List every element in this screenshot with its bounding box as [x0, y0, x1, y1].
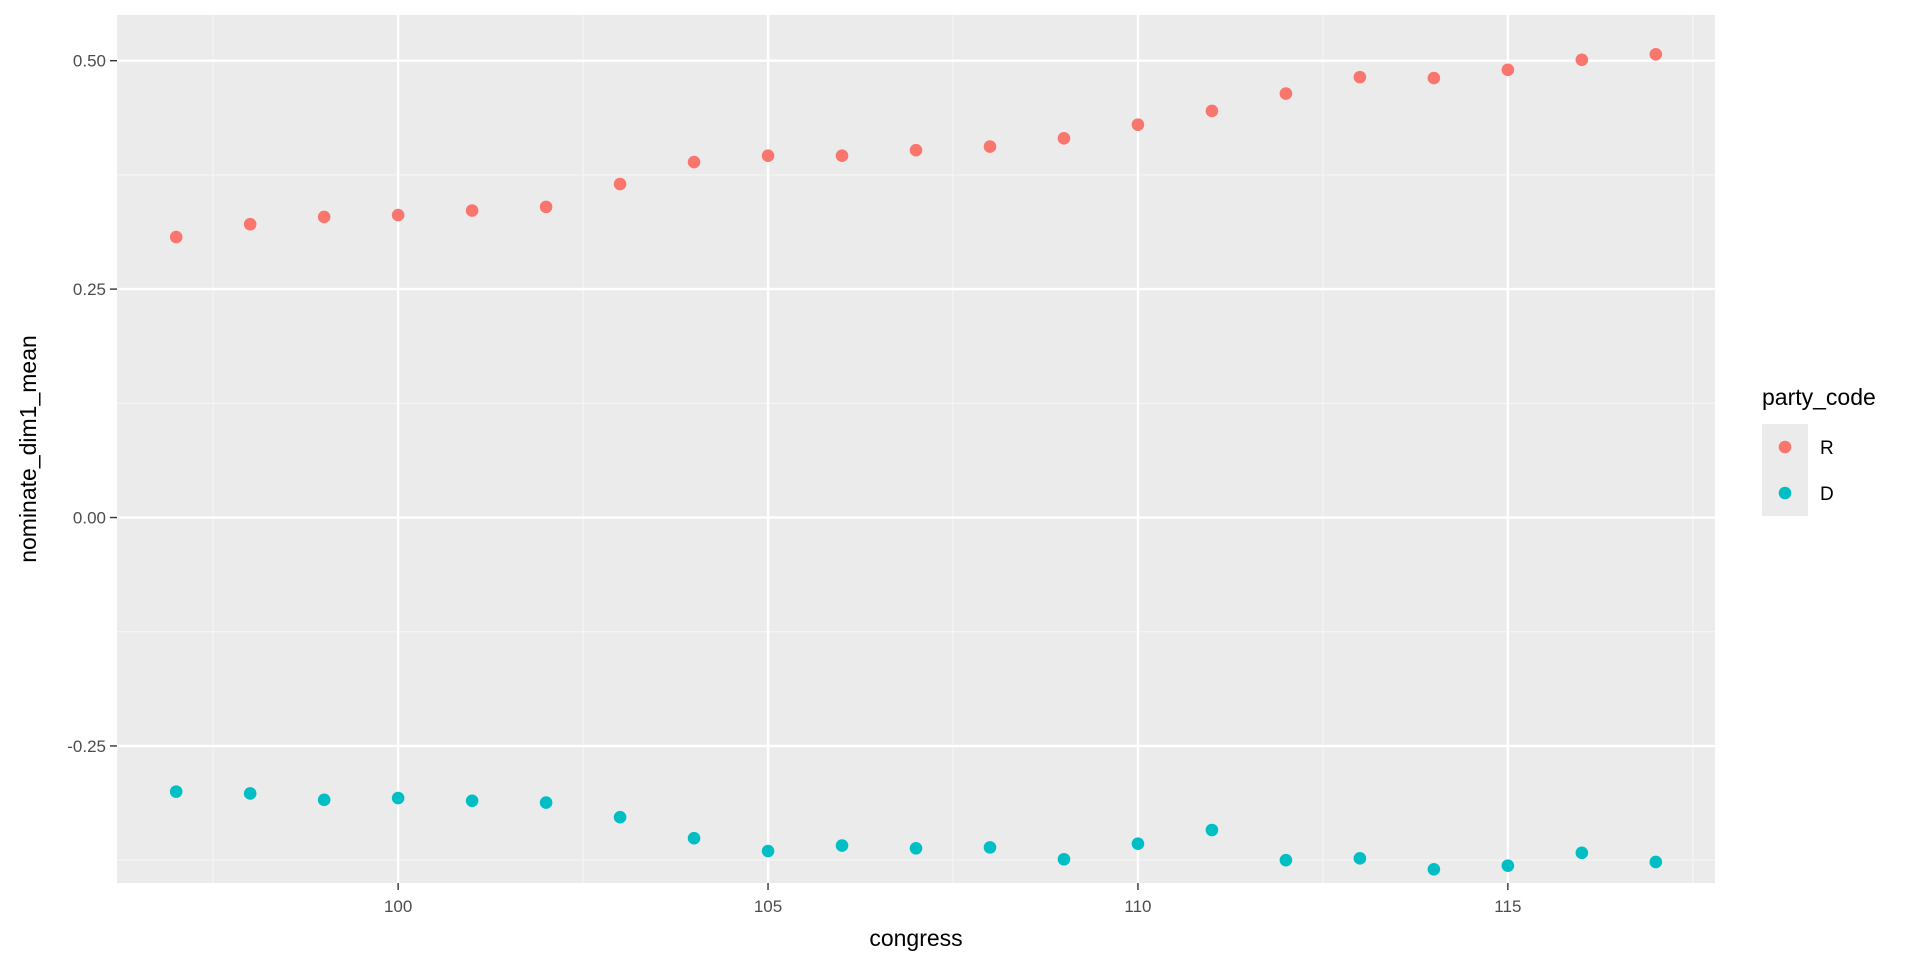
x-axis-ticks: 100 105 110 115	[384, 883, 1521, 916]
data-point-r	[983, 140, 997, 153]
data-point-d	[613, 810, 627, 824]
legend-label-r: R	[1820, 438, 1834, 459]
y-tick-label: 0.50	[73, 52, 106, 71]
data-point-d	[465, 794, 479, 808]
data-point-d	[317, 793, 331, 807]
data-point-r	[761, 149, 775, 163]
data-points	[169, 47, 1663, 876]
data-point-d	[169, 785, 183, 798]
data-point-r	[169, 230, 183, 244]
data-point-d	[1279, 853, 1293, 867]
legend-label-d: D	[1820, 484, 1834, 505]
data-point-r	[909, 143, 923, 157]
data-point-d	[687, 831, 701, 845]
legend-key-background	[1762, 424, 1808, 516]
x-tick-label: 100	[384, 897, 412, 916]
data-point-r	[1057, 132, 1071, 145]
data-point-d	[1649, 855, 1663, 869]
data-point-d	[1057, 852, 1071, 866]
data-point-r	[1575, 53, 1589, 67]
data-point-r	[1205, 104, 1219, 118]
y-axis-title: nominate_dim1_mean	[15, 335, 41, 563]
data-point-d	[1427, 862, 1441, 876]
data-point-r	[1649, 47, 1663, 61]
data-point-r	[1279, 87, 1293, 100]
y-tick-label: -0.25	[67, 737, 106, 756]
legend-key-r	[1778, 440, 1792, 454]
minor-gridlines	[117, 15, 1715, 883]
x-tick-label: 105	[754, 897, 782, 916]
data-point-d	[391, 791, 405, 805]
x-tick-label: 115	[1494, 897, 1521, 916]
data-point-d	[761, 844, 775, 858]
data-point-d	[909, 841, 923, 855]
data-point-r	[1353, 70, 1367, 84]
data-point-r	[391, 208, 405, 222]
data-point-r	[1427, 71, 1441, 85]
y-tick-label: 0.00	[73, 509, 106, 528]
data-point-d	[1501, 859, 1515, 872]
y-axis-ticks: -0.25 0.00 0.25 0.50	[67, 52, 117, 756]
legend: party_code R D	[1762, 384, 1876, 516]
data-point-d	[983, 841, 997, 854]
data-point-d	[835, 839, 849, 852]
data-point-d	[1575, 846, 1589, 860]
panel-background	[117, 15, 1715, 883]
legend-title: party_code	[1762, 384, 1876, 410]
data-point-d	[1353, 852, 1367, 865]
data-point-r	[835, 149, 849, 163]
y-tick-label: 0.25	[73, 280, 106, 299]
data-point-r	[317, 210, 331, 224]
data-point-d	[1131, 837, 1145, 851]
data-point-r	[243, 217, 257, 231]
data-point-r	[465, 204, 479, 217]
data-point-r	[1131, 118, 1145, 131]
data-point-r	[613, 177, 627, 191]
legend-key-d	[1778, 486, 1792, 500]
x-tick-label: 110	[1124, 897, 1151, 916]
data-point-d	[243, 787, 257, 800]
data-point-r	[1501, 63, 1515, 77]
data-point-r	[687, 155, 701, 169]
data-point-d	[1205, 823, 1219, 837]
data-point-d	[539, 796, 553, 809]
x-axis-title: congress	[869, 925, 962, 951]
data-point-r	[539, 200, 553, 214]
